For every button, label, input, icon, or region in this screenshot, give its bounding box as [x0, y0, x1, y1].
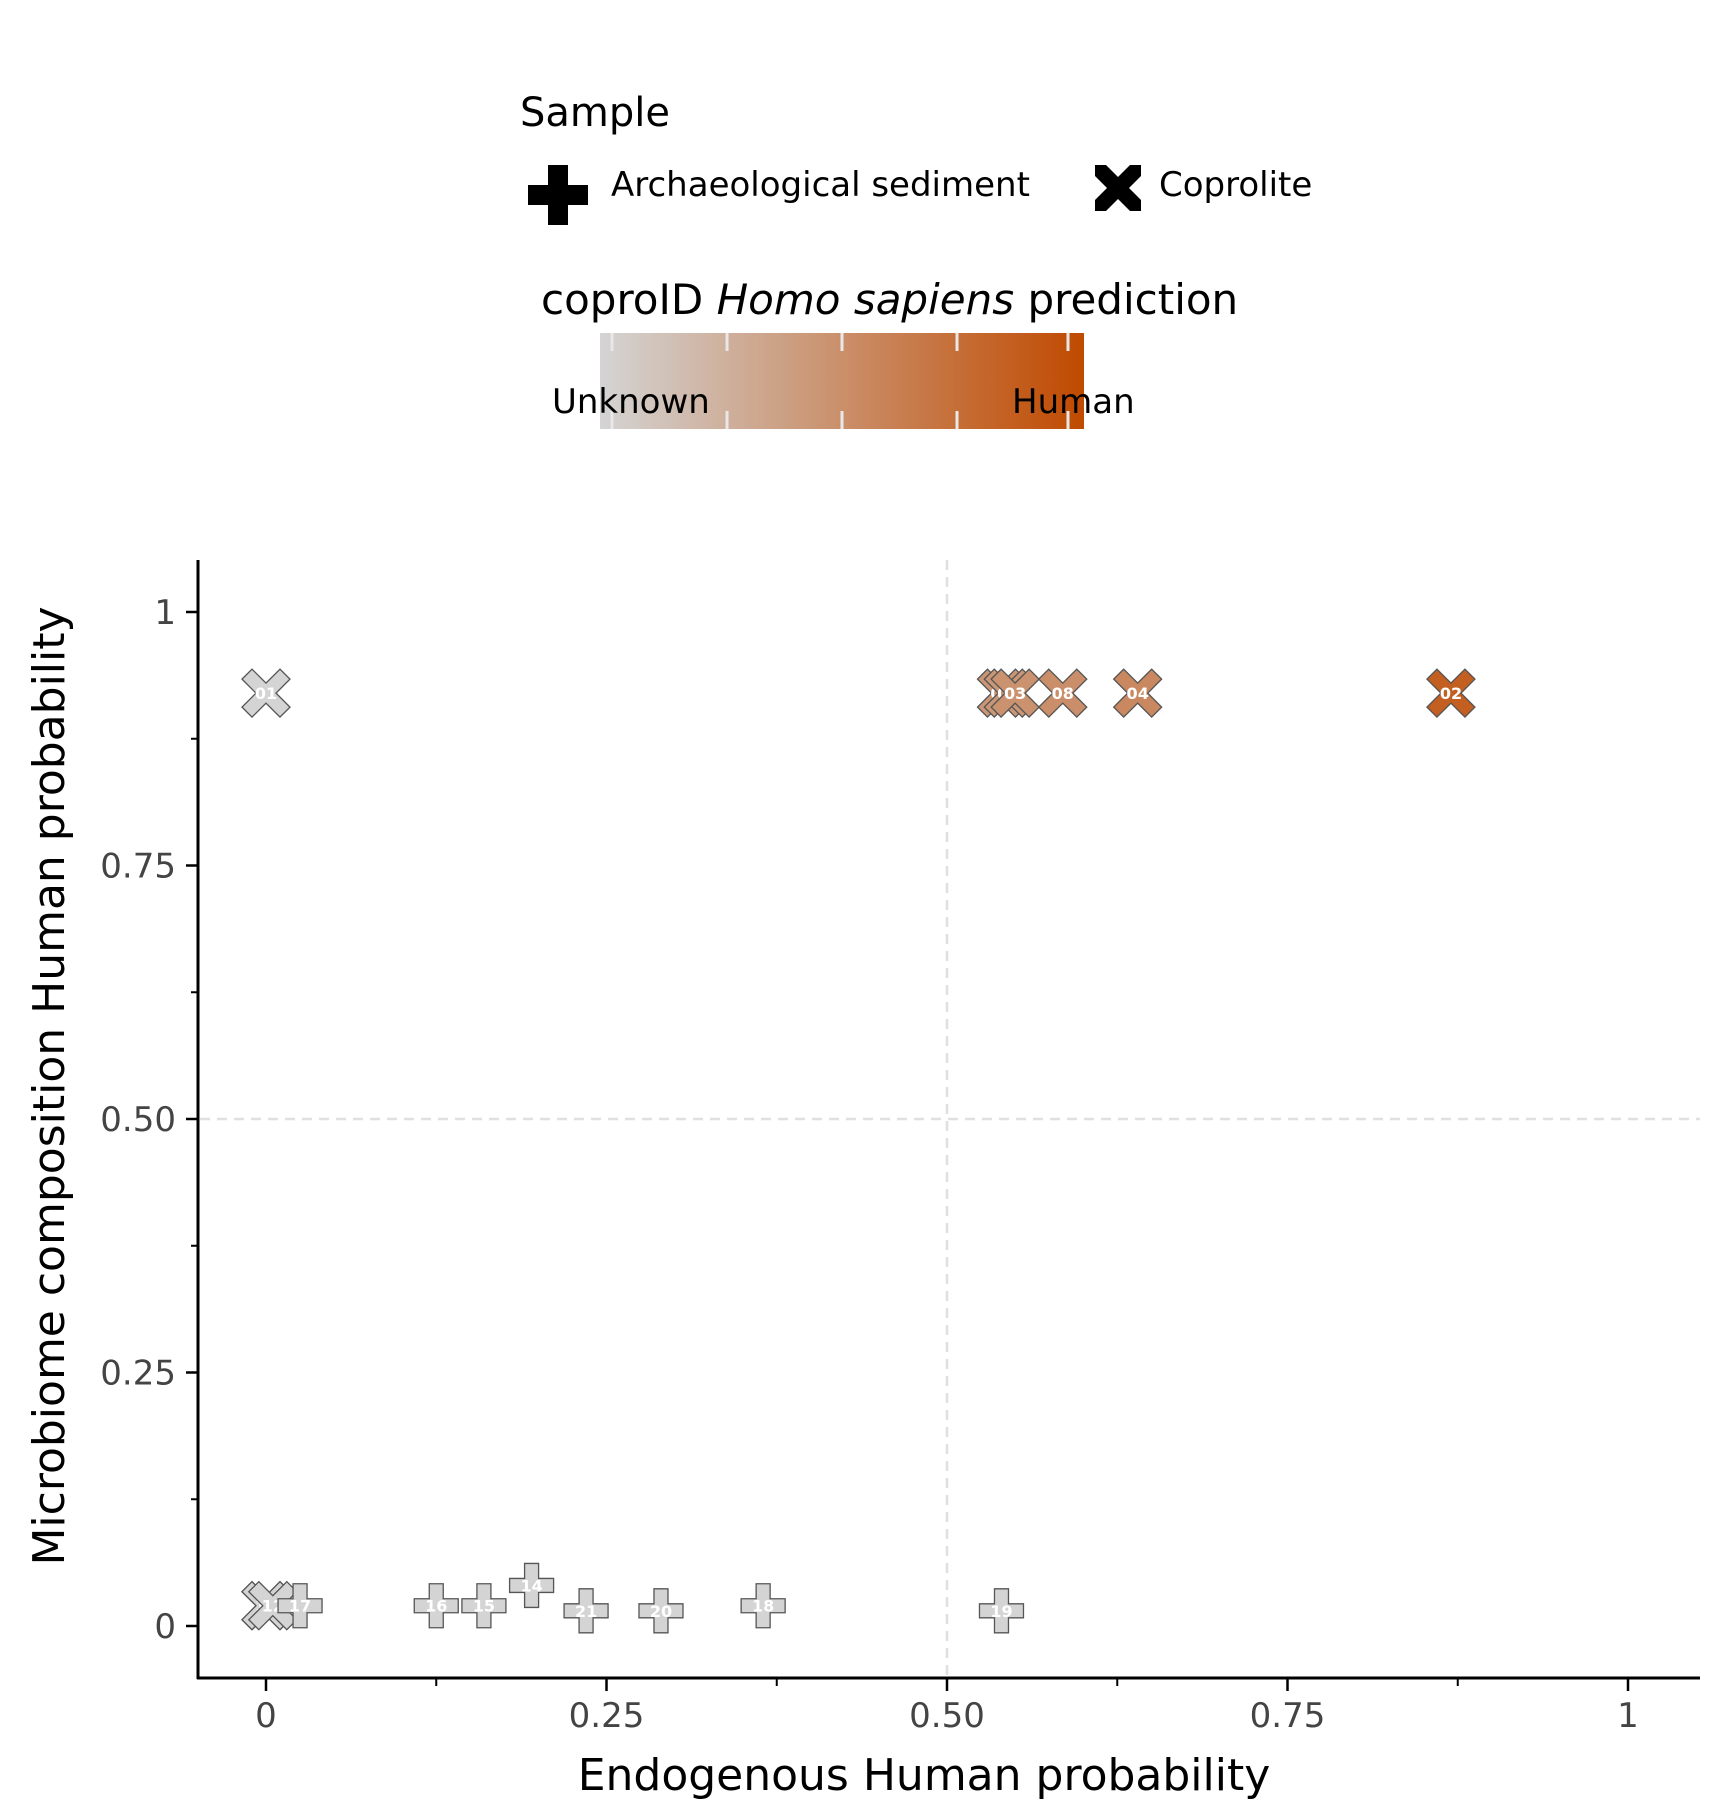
x-tick-label: 0 — [255, 1696, 277, 1736]
data-points: 010605030804021011121716151421201819 — [241, 668, 1476, 1634]
legend-cross-icon — [1095, 165, 1141, 211]
y-tick-label: 1 — [154, 593, 176, 633]
y-tick-label: 0 — [154, 1607, 176, 1647]
data-point-03: 03 — [990, 668, 1041, 719]
point-label: 02 — [1440, 684, 1462, 703]
point-label: 15 — [473, 1597, 495, 1616]
point-label: 08 — [1052, 684, 1074, 703]
point-plus-marker — [740, 1583, 786, 1629]
shape-legend: Sample Archaeological sediment Coprolite — [520, 90, 1312, 225]
point-label: 20 — [650, 1602, 672, 1621]
data-point-19: 19 — [978, 1588, 1025, 1634]
color-legend-title-italic: Homo sapiens — [717, 275, 1015, 324]
x-tick-label: 1 — [1617, 1696, 1639, 1736]
legend-label-coprolite: Coprolite — [1159, 165, 1312, 205]
y-axis-title: Microbiome composition Human probability — [24, 606, 75, 1565]
point-cross-marker — [1112, 668, 1163, 719]
point-label: 19 — [990, 1602, 1012, 1621]
point-plus-marker — [413, 1583, 459, 1629]
x-tick-label: 0.75 — [1250, 1696, 1326, 1736]
data-point-16: 16 — [413, 1583, 459, 1629]
data-point-01: 01 — [241, 668, 291, 719]
x-axis-ticks: 0 0.25 0.50 0.75 1 — [255, 1679, 1639, 1736]
data-point-21: 21 — [563, 1588, 609, 1634]
color-legend-low-label: Unknown — [552, 382, 710, 422]
color-legend-title-tail: prediction — [1014, 275, 1238, 324]
data-point-15: 15 — [461, 1583, 507, 1629]
point-plus-marker — [978, 1588, 1025, 1634]
y-tick-label: 0.25 — [100, 1354, 176, 1394]
point-cross-marker — [241, 668, 291, 719]
point-label: 03 — [1004, 684, 1026, 703]
color-legend-title: coproID Homo sapiens prediction — [541, 275, 1238, 324]
y-axis-ticks: 0 0.25 0.50 0.75 1 — [100, 593, 198, 1647]
point-plus-marker — [508, 1562, 555, 1609]
data-point-14: 14 — [508, 1562, 555, 1609]
y-tick-label: 0.50 — [100, 1100, 176, 1140]
point-plus-marker — [277, 1583, 323, 1629]
y-tick-label: 0.75 — [100, 847, 176, 887]
data-point-04: 04 — [1112, 668, 1163, 719]
point-label: 17 — [289, 1597, 311, 1616]
point-plus-marker — [638, 1588, 684, 1634]
x-tick-label: 0.25 — [569, 1696, 645, 1736]
legend-plus-icon — [528, 165, 588, 225]
color-bar-ticks — [610, 333, 1070, 429]
color-legend-high-label: Human — [1012, 382, 1135, 422]
point-plus-marker — [563, 1588, 609, 1634]
point-label: 21 — [575, 1602, 597, 1621]
point-cross-marker — [1037, 668, 1088, 719]
data-point-20: 20 — [638, 1588, 684, 1634]
x-axis-title: Endogenous Human probability — [578, 1750, 1271, 1801]
point-label: 01 — [255, 684, 277, 703]
x-tick-label: 0.50 — [909, 1696, 985, 1736]
point-label: 16 — [425, 1597, 447, 1616]
data-point-08: 08 — [1037, 668, 1088, 719]
color-legend: coproID Homo sapiens prediction Unknown … — [541, 275, 1238, 429]
legend-label-archaeological-sediment: Archaeological sediment — [611, 165, 1030, 205]
plot-area: 00.250.500.751 00.250.500.751 0106050308… — [100, 560, 1700, 1736]
data-point-17: 17 — [277, 1583, 323, 1629]
point-label: 18 — [752, 1597, 774, 1616]
point-label: 14 — [520, 1576, 542, 1595]
point-cross-marker — [1426, 668, 1476, 719]
color-legend-title-plain: coproID — [541, 275, 717, 324]
data-point-18: 18 — [740, 1583, 786, 1629]
point-label: 04 — [1127, 684, 1149, 703]
point-plus-marker — [461, 1583, 507, 1629]
data-point-02: 02 — [1426, 668, 1476, 719]
shape-legend-title: Sample — [520, 90, 670, 136]
